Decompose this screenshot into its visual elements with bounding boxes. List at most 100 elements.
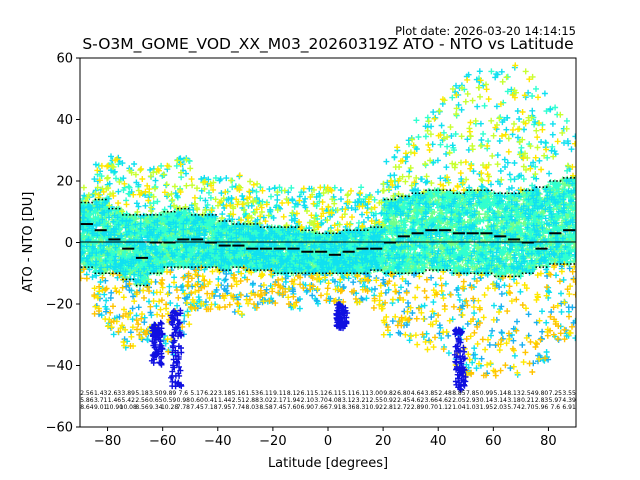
bin-stat-label: 2.45: [397, 397, 411, 404]
chart-title: S-O3M_GOME_VOD_XX_M03_20260319Z ATO - NT…: [82, 35, 573, 54]
plot-date: Plot date: 2026-03-20 14:14:15: [395, 24, 576, 38]
bin-stat-label: 0.98: [177, 397, 191, 404]
bin-stat-label: 3.02: [259, 397, 273, 404]
bin-stat-label: 5.18: [135, 390, 149, 397]
bin-stat-label: 2.63: [108, 390, 122, 397]
bin-stat-label: 2.10: [301, 397, 315, 404]
bin-stat-label: 2.05: [452, 397, 466, 404]
bin-stat-label: 7.6: [179, 390, 189, 397]
bin-stat-label: 8.31: [356, 404, 370, 411]
bin-stat-label: 8.58: [259, 404, 273, 411]
scatter-points-layer: [80, 62, 576, 393]
x-axis-title: Latitude [degrees]: [268, 456, 388, 471]
bin-stat-label: 2.17: [273, 397, 287, 404]
bin-stat-label: 6.90: [301, 404, 315, 411]
x-tick-label: 60: [485, 434, 502, 449]
bin-stat-label: 4.39: [562, 397, 576, 404]
bin-stat-label: 0.59: [163, 397, 177, 404]
y-axis-title: ATO - NTO [DU]: [21, 192, 36, 293]
bin-stat-label: 3.85: [425, 390, 439, 397]
bin-stat-label: 4.62: [438, 397, 452, 404]
bin-stat-label: 8.13: [507, 390, 521, 397]
bin-stat-label: 3.89: [122, 390, 136, 397]
x-tick-label: −40: [204, 434, 231, 449]
bin-stat-label: 2.56: [135, 397, 149, 404]
bin-stat-label: 3.66: [425, 397, 439, 404]
bin-stat-label: 6.22: [204, 390, 218, 397]
bin-stat-label: 3.14: [494, 397, 508, 404]
bin-stat-label: 4.62: [411, 397, 425, 404]
bin-stat-label: 3.00: [370, 390, 384, 397]
bin-stat-label: 9.34: [149, 404, 163, 411]
y-tick-label: 60: [56, 52, 73, 67]
y-tick-label: −20: [46, 298, 73, 313]
bin-stat-label: 2.03: [494, 404, 508, 411]
y-tick-label: −60: [46, 421, 73, 436]
bin-stat-label: 7.45: [273, 404, 287, 411]
bin-stat-label: 2.56: [80, 390, 94, 397]
bin-stat-label: 8.36: [342, 404, 356, 411]
x-tick-label: −60: [149, 434, 176, 449]
bin-stat-label: 3.18: [507, 397, 521, 404]
bin-stat-label: 7.45: [190, 404, 204, 411]
x-tick-label: 20: [375, 434, 392, 449]
bin-stat-label: 2.55: [370, 397, 384, 404]
bin-stat-label: 3.70: [314, 397, 328, 404]
bin-stat-label: 0.70: [425, 404, 439, 411]
bin-stat-label: 7.66: [314, 404, 328, 411]
bin-stat-label: 2.48: [438, 390, 452, 397]
bin-stat-label: 9.82: [383, 390, 397, 397]
bin-stat-label: 0.14: [480, 397, 494, 404]
bin-stat-label: 5.16: [232, 390, 246, 397]
x-tick-label: 0: [324, 434, 332, 449]
bin-stat-label: 5.86: [80, 397, 94, 404]
bin-stat-label: 7.78: [177, 404, 191, 411]
bin-stat-label: 8.64: [80, 404, 94, 411]
bin-stat-label: 8.56: [135, 404, 149, 411]
bin-stat-label: 9.01: [94, 404, 108, 411]
scatter-markers-orange: [80, 262, 576, 379]
bin-stat-label: 6.91: [562, 404, 576, 411]
bin-stat-label: 1.12: [438, 404, 452, 411]
bin-stat-label: 6.11: [259, 390, 273, 397]
bin-stat-label: 7.85: [466, 390, 480, 397]
bin-stat-label: 1.43: [94, 390, 108, 397]
bin-stat-label: 6.11: [301, 390, 315, 397]
bin-stat-label: 3.12: [342, 397, 356, 404]
bin-stat-label: 5.11: [342, 390, 356, 397]
bin-stat-label: 0.21: [521, 397, 535, 404]
bin-stat-label: 7.60: [287, 404, 301, 411]
bin-stat-label: 9.89: [163, 390, 177, 397]
y-tick-label: 0: [65, 236, 73, 251]
bin-stat-label: 0.60: [190, 397, 204, 404]
bin-stat-label: 7.74: [232, 404, 246, 411]
bin-stat-label: 9.11: [273, 390, 287, 397]
x-tick-label: −20: [259, 434, 286, 449]
bin-stat-label: 0.65: [149, 397, 163, 404]
bin-stat-label: 1.53: [246, 390, 260, 397]
bin-statistics-layer: 2.565.868.641.433.719.012.631.4610.903.8…: [80, 177, 576, 411]
x-tick-label: 40: [430, 434, 447, 449]
bin-stat-label: 1.94: [287, 397, 301, 404]
bin-stat-label: 0.99: [480, 390, 494, 397]
y-tick-label: 20: [56, 175, 73, 190]
bin-stat-label: 2.70: [521, 404, 535, 411]
scatter-markers-blue: [148, 301, 469, 393]
bin-stat-label: 8.03: [246, 404, 260, 411]
bin-stat-label: 6.11: [356, 390, 370, 397]
bin-stat-label: 3.21: [356, 397, 370, 404]
bin-stat-label: 0.41: [204, 397, 218, 404]
bin-stat-label: 9.80: [535, 390, 549, 397]
bin-stat-label: 1.03: [466, 404, 480, 411]
bin-stat-label: 2.51: [232, 397, 246, 404]
bin-stat-label: 3.50: [149, 390, 163, 397]
bin-stat-label: 2.83: [535, 397, 549, 404]
bin-stat-label: 1.44: [218, 397, 232, 404]
bin-stat-label: 5.74: [507, 404, 521, 411]
bin-stat-label: 5.14: [494, 390, 508, 397]
bin-stat-label: 2.72: [397, 404, 411, 411]
y-tick-label: 40: [56, 113, 73, 128]
bin-stat-label: 1.95: [480, 404, 494, 411]
bin-stat-label: 4.64: [411, 390, 425, 397]
x-tick-label: 80: [540, 434, 557, 449]
